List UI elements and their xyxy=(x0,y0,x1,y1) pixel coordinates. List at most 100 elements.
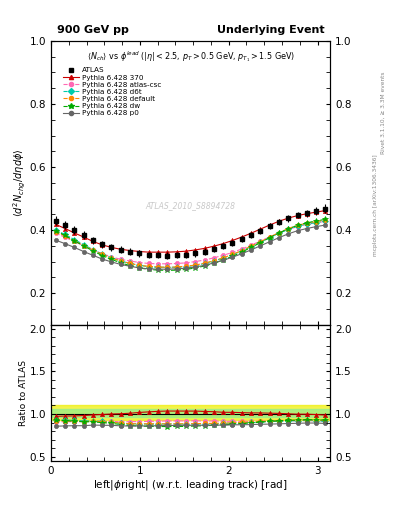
Pythia 6.428 dw xyxy=(202,263,207,269)
Pythia 6.428 dw xyxy=(156,267,160,273)
Pythia 6.428 default xyxy=(156,264,160,270)
Pythia 6.428 370 xyxy=(314,209,319,215)
Pythia 6.428 dw xyxy=(211,260,216,266)
Pythia 6.428 atlas-csc xyxy=(72,239,77,245)
Pythia 6.428 d6t xyxy=(72,237,77,243)
Pythia 6.428 370 xyxy=(156,249,160,255)
Pythia 6.428 p0 xyxy=(305,225,309,231)
Pythia 6.428 370 xyxy=(277,218,281,224)
Pythia 6.428 atlas-csc xyxy=(146,261,151,267)
Pythia 6.428 atlas-csc xyxy=(305,221,309,227)
Pythia 6.428 p0 xyxy=(277,234,281,241)
Pythia 6.428 370 xyxy=(109,244,114,250)
Line: Pythia 6.428 p0: Pythia 6.428 p0 xyxy=(53,223,327,271)
Pythia 6.428 default xyxy=(202,260,207,266)
Pythia 6.428 dw xyxy=(249,244,253,250)
Pythia 6.428 atlas-csc xyxy=(258,238,263,244)
Pythia 6.428 default xyxy=(211,258,216,264)
Pythia 6.428 d6t xyxy=(184,264,188,270)
Pythia 6.428 default xyxy=(128,261,132,267)
Pythia 6.428 d6t xyxy=(230,251,235,258)
Pythia 6.428 370 xyxy=(100,242,105,248)
Pythia 6.428 370 xyxy=(239,234,244,240)
Text: $\langle N_{ch}\rangle$ vs $\phi^{lead}$ ($|\eta| < 2.5$, $p_T > 0.5$ GeV, $p_{T: $\langle N_{ch}\rangle$ vs $\phi^{lead}$… xyxy=(86,50,295,65)
Pythia 6.428 default xyxy=(314,219,319,225)
Pythia 6.428 d6t xyxy=(286,226,290,232)
Pythia 6.428 p0 xyxy=(128,263,132,269)
Pythia 6.428 d6t xyxy=(221,255,226,261)
Pythia 6.428 p0 xyxy=(258,243,263,249)
Pythia 6.428 default xyxy=(109,255,114,261)
Pythia 6.428 default xyxy=(146,263,151,269)
Pythia 6.428 atlas-csc xyxy=(165,261,170,267)
Pythia 6.428 dw xyxy=(72,238,77,244)
Pythia 6.428 d6t xyxy=(100,251,105,257)
Pythia 6.428 atlas-csc xyxy=(202,257,207,263)
Pythia 6.428 default xyxy=(286,225,290,231)
Pythia 6.428 370 xyxy=(81,234,86,240)
Pythia 6.428 370 xyxy=(295,212,300,219)
Legend: ATLAS, Pythia 6.428 370, Pythia 6.428 atlas-csc, Pythia 6.428 d6t, Pythia 6.428 : ATLAS, Pythia 6.428 370, Pythia 6.428 at… xyxy=(60,65,164,119)
Pythia 6.428 default xyxy=(305,220,309,226)
Pythia 6.428 default xyxy=(100,251,105,258)
Pythia 6.428 d6t xyxy=(295,223,300,229)
Pythia 6.428 370 xyxy=(202,245,207,251)
Pythia 6.428 dw xyxy=(193,265,198,271)
Pythia 6.428 dw xyxy=(165,267,170,273)
Pythia 6.428 atlas-csc xyxy=(286,226,290,232)
Pythia 6.428 370 xyxy=(267,222,272,228)
Pythia 6.428 370 xyxy=(62,225,67,231)
Pythia 6.428 atlas-csc xyxy=(174,261,179,267)
Pythia 6.428 p0 xyxy=(165,266,170,272)
Pythia 6.428 d6t xyxy=(62,231,67,238)
Pythia 6.428 dw xyxy=(62,232,67,239)
Pythia 6.428 370 xyxy=(305,210,309,217)
Bar xyxy=(51,406,330,420)
Pythia 6.428 default xyxy=(193,262,198,268)
Pythia 6.428 atlas-csc xyxy=(267,234,272,240)
Pythia 6.428 d6t xyxy=(53,227,58,233)
Pythia 6.428 default xyxy=(81,243,86,249)
Pythia 6.428 p0 xyxy=(211,260,216,266)
Pythia 6.428 dw xyxy=(221,257,226,263)
Pythia 6.428 atlas-csc xyxy=(221,252,226,259)
Pythia 6.428 default xyxy=(165,264,170,270)
Pythia 6.428 atlas-csc xyxy=(53,230,58,237)
Pythia 6.428 default xyxy=(230,251,235,258)
Pythia 6.428 d6t xyxy=(165,264,170,270)
Text: 900 GeV pp: 900 GeV pp xyxy=(57,25,129,35)
Pythia 6.428 default xyxy=(267,234,272,240)
Pythia 6.428 370 xyxy=(72,230,77,236)
Pythia 6.428 370 xyxy=(146,249,151,255)
Pythia 6.428 370 xyxy=(165,249,170,255)
Pythia 6.428 dw xyxy=(239,249,244,255)
Pythia 6.428 dw xyxy=(90,248,95,254)
Pythia 6.428 atlas-csc xyxy=(156,261,160,267)
Pythia 6.428 p0 xyxy=(90,252,95,259)
Pythia 6.428 370 xyxy=(193,247,198,253)
Pythia 6.428 dw xyxy=(277,230,281,236)
Pythia 6.428 atlas-csc xyxy=(323,218,328,224)
Pythia 6.428 dw xyxy=(109,257,114,263)
Pythia 6.428 default xyxy=(137,262,142,268)
Pythia 6.428 370 xyxy=(323,207,328,214)
Pythia 6.428 dw xyxy=(53,228,58,234)
Pythia 6.428 atlas-csc xyxy=(62,234,67,241)
Pythia 6.428 p0 xyxy=(146,266,151,272)
Pythia 6.428 default xyxy=(72,238,77,244)
Pythia 6.428 370 xyxy=(53,221,58,227)
Pythia 6.428 d6t xyxy=(90,247,95,253)
Pythia 6.428 default xyxy=(249,243,253,249)
Text: mcplots.cern.ch [arXiv:1306.3436]: mcplots.cern.ch [arXiv:1306.3436] xyxy=(373,154,378,255)
Pythia 6.428 d6t xyxy=(193,262,198,268)
Pythia 6.428 default xyxy=(53,228,58,234)
Pythia 6.428 dw xyxy=(81,243,86,249)
Pythia 6.428 d6t xyxy=(267,234,272,241)
Pythia 6.428 dw xyxy=(118,260,123,266)
Pythia 6.428 370 xyxy=(90,239,95,245)
Pythia 6.428 atlas-csc xyxy=(295,224,300,230)
Pythia 6.428 370 xyxy=(286,215,290,221)
Pythia 6.428 atlas-csc xyxy=(128,258,132,264)
Line: Pythia 6.428 370: Pythia 6.428 370 xyxy=(53,208,327,254)
Pythia 6.428 d6t xyxy=(239,248,244,254)
